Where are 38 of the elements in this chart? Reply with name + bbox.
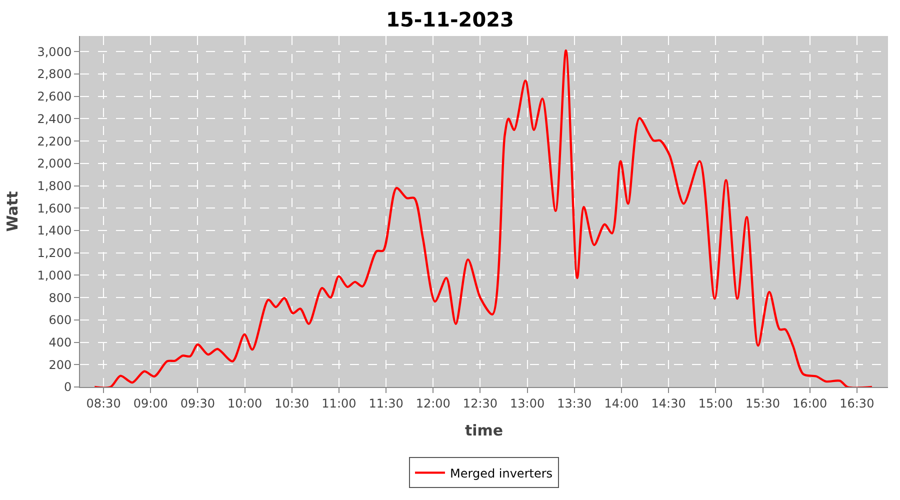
y-tick-label: 600 [48, 313, 72, 328]
x-tick-label: 12:30 [462, 396, 498, 410]
y-tick-label: 1,000 [37, 268, 72, 282]
x-tick-label: 11:00 [322, 396, 356, 410]
x-tick-label: 09:00 [133, 396, 168, 410]
x-axis-title: time [464, 421, 504, 440]
y-tick-label: 2,400 [37, 112, 72, 126]
x-tick-label: 13:00 [510, 396, 545, 410]
y-tick-label: 400 [48, 335, 72, 350]
x-tick-label: 14:30 [651, 396, 686, 410]
y-tick-label: 200 [48, 358, 72, 372]
y-tick-label: 800 [48, 290, 72, 305]
x-tick-label: 15:00 [698, 396, 733, 410]
y-tick-label: 2,200 [37, 134, 72, 148]
x-tick-label: 14:00 [604, 396, 639, 410]
y-tick-label: 3,000 [37, 44, 72, 59]
x-tick-label: 15:30 [745, 396, 780, 410]
y-tick-label: 2,800 [37, 67, 72, 82]
y-tick-label: 1,200 [37, 246, 72, 260]
x-tick-label: 16:30 [840, 396, 874, 410]
line-series [94, 49, 874, 387]
y-tick-label: 2,600 [37, 90, 72, 104]
legend-label: Merged inverters [450, 466, 553, 480]
y-tick-label: 2,000 [37, 156, 72, 171]
x-tick-label: 11:30 [368, 396, 404, 410]
x-tick-label: 09:30 [180, 396, 216, 410]
x-tick-label: 16:00 [792, 396, 828, 410]
y-axis-title: Watt [3, 191, 22, 232]
x-tick-label: 12:00 [416, 396, 450, 410]
x-tick-label: 08:30 [86, 396, 121, 410]
chart-title: 15-11-2023 [386, 8, 514, 32]
y-tick-label: 1,400 [37, 224, 72, 238]
y-tick-label: 0 [64, 380, 72, 394]
y-tick-label: 1,600 [37, 201, 72, 216]
x-tick-label: 10:30 [274, 396, 310, 410]
y-tick-label: 1,800 [37, 178, 72, 193]
x-tick-label: 13:30 [557, 396, 592, 410]
x-tick-label: 10:00 [228, 396, 262, 410]
